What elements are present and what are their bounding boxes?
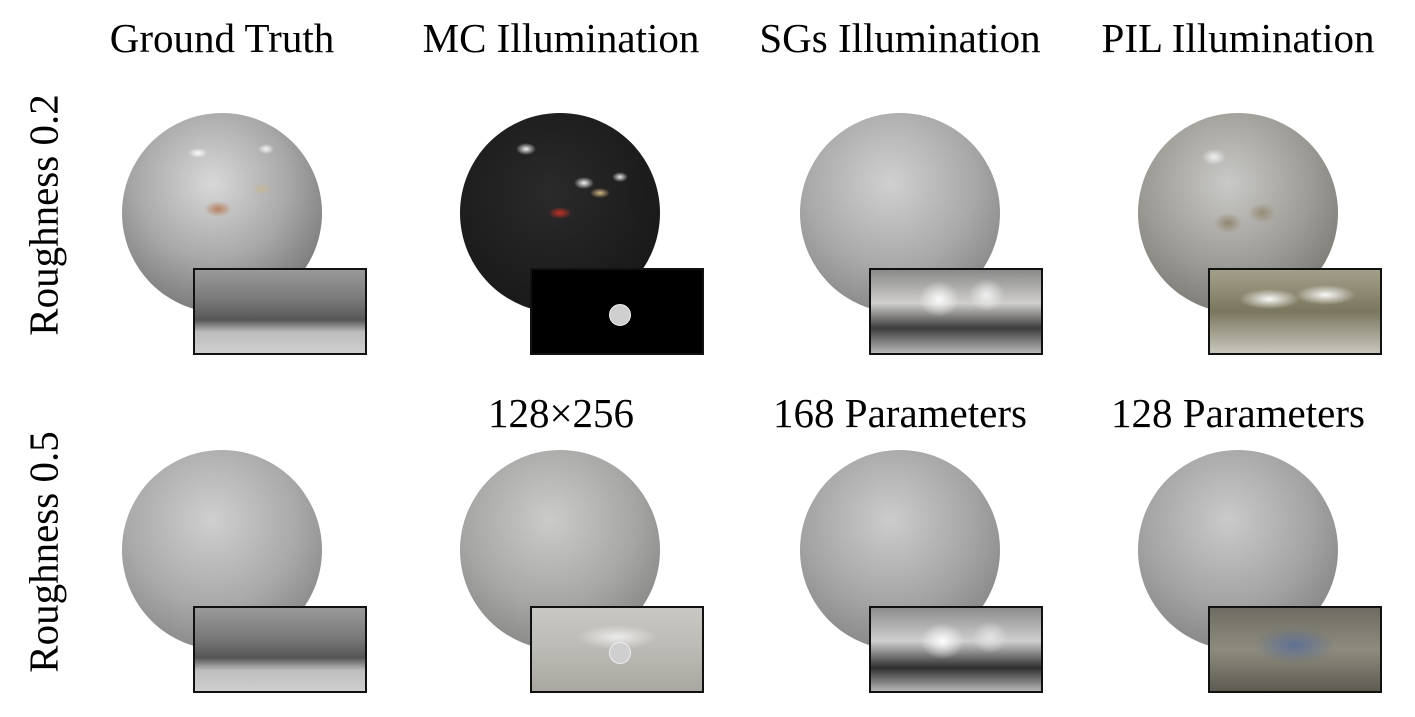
light-source-marker-icon: [609, 304, 631, 326]
light-source-marker-icon: [609, 642, 631, 664]
subtitle-mc-resolution: 128×256: [487, 390, 635, 436]
column-title-sgs-illumination: SGs Illumination: [759, 15, 1041, 61]
envmap-inset-sgs-roughness-0-2: [869, 268, 1043, 355]
row-label-roughness-0-5: Roughness 0.5: [20, 431, 67, 673]
subtitle-pil-parameters: 128 Parameters: [1111, 390, 1365, 436]
column-title-mc-illumination: MC Illumination: [422, 15, 700, 61]
envmap-inset-mc-roughness-0-5: [530, 606, 704, 693]
column-title-pil-illumination: PIL Illumination: [1101, 15, 1375, 61]
row-label-roughness-0-2: Roughness 0.2: [20, 94, 67, 336]
envmap-inset-ground-truth-roughness-0-5: [193, 606, 367, 693]
envmap-inset-ground-truth-roughness-0-2: [193, 268, 367, 355]
column-title-ground-truth: Ground Truth: [109, 15, 335, 61]
envmap-inset-pil-roughness-0-5: [1208, 606, 1382, 693]
envmap-inset-sgs-roughness-0-5: [869, 606, 1043, 693]
envmap-inset-mc-roughness-0-2: [530, 268, 704, 355]
envmap-inset-pil-roughness-0-2: [1208, 268, 1382, 355]
subtitle-sgs-parameters: 168 Parameters: [773, 390, 1027, 436]
